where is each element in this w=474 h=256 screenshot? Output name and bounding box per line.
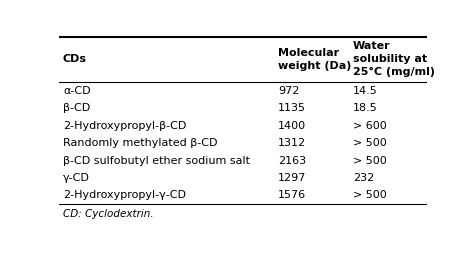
Text: Water
solubility at
25°C (mg/ml): Water solubility at 25°C (mg/ml) (353, 41, 435, 77)
Text: β-CD sulfobutyl ether sodium salt: β-CD sulfobutyl ether sodium salt (63, 156, 250, 166)
Text: 2-Hydroxypropyl-γ-CD: 2-Hydroxypropyl-γ-CD (63, 190, 186, 200)
Text: 232: 232 (353, 173, 374, 183)
Text: 1135: 1135 (278, 103, 306, 113)
Text: > 500: > 500 (353, 138, 387, 148)
Text: 1297: 1297 (278, 173, 306, 183)
Text: 14.5: 14.5 (353, 86, 378, 96)
Text: 972: 972 (278, 86, 299, 96)
Text: 2-Hydroxypropyl-β-CD: 2-Hydroxypropyl-β-CD (63, 121, 186, 131)
Text: CDs: CDs (63, 54, 87, 64)
Text: > 500: > 500 (353, 190, 387, 200)
Text: α-CD: α-CD (63, 86, 91, 96)
Text: CD: Cyclodextrin.: CD: Cyclodextrin. (63, 209, 154, 219)
Text: Randomly methylated β-CD: Randomly methylated β-CD (63, 138, 218, 148)
Text: > 500: > 500 (353, 156, 387, 166)
Text: Molecular
weight (Da): Molecular weight (Da) (278, 48, 351, 71)
Text: β-CD: β-CD (63, 103, 90, 113)
Text: 1312: 1312 (278, 138, 306, 148)
Text: 2163: 2163 (278, 156, 306, 166)
Text: > 600: > 600 (353, 121, 387, 131)
Text: 1576: 1576 (278, 190, 306, 200)
Text: γ-CD: γ-CD (63, 173, 90, 183)
Text: 1400: 1400 (278, 121, 306, 131)
Text: 18.5: 18.5 (353, 103, 378, 113)
